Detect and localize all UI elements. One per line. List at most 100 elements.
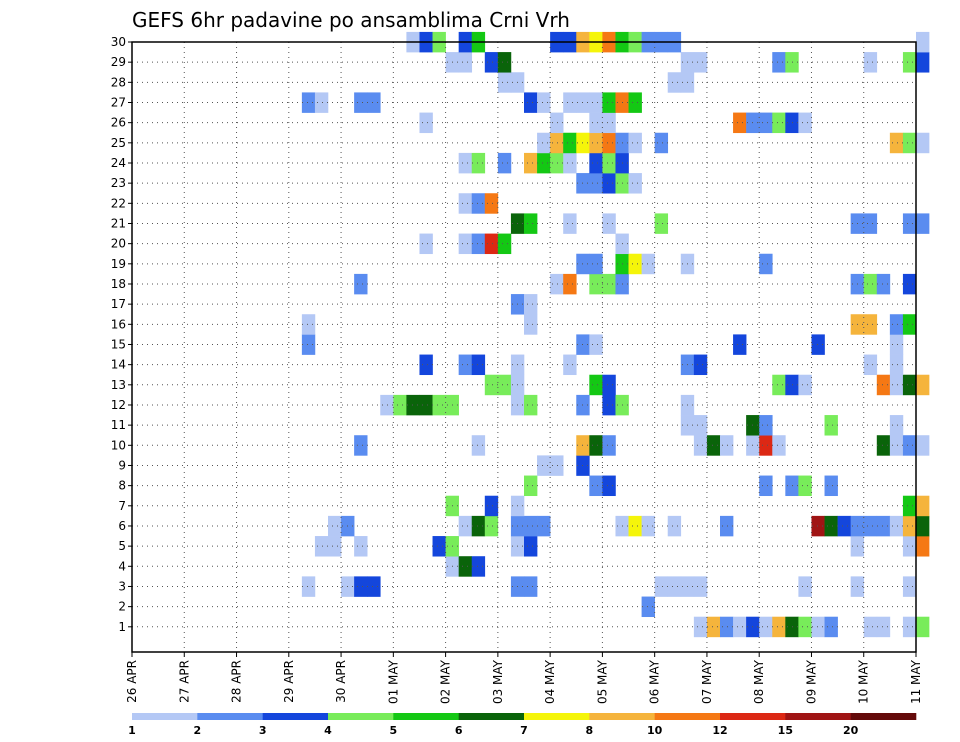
heatmap-cell [458,152,473,174]
heatmap-cell [916,132,930,154]
chart-title: GEFS 6hr padavine po ansamblima Crni Vrh [132,8,570,32]
heatmap-cell [641,515,655,537]
heatmap-cell [458,52,473,73]
legend-swatch [458,713,525,720]
x-tick-label: 08 MAY [752,659,766,704]
x-tick-label: 03 MAY [491,659,505,704]
heatmap-cell [863,273,878,295]
heatmap-cell [889,435,904,456]
heatmap-cell [537,92,551,113]
heatmap-cell [602,475,616,497]
heatmap-cell [484,515,499,537]
heatmap-cell [602,112,616,134]
heatmap-cell [602,132,616,154]
heatmap-cell [432,536,446,557]
heatmap-cell [563,92,577,113]
legend-swatch [785,713,851,720]
y-tick-label: 10 [111,438,126,452]
heatmap-cell [628,253,642,275]
heatmap-cell [602,173,616,194]
heatmap-cell [314,92,329,113]
heatmap-cell [628,92,642,113]
heatmap-cell [497,374,512,396]
heatmap-cell [524,314,538,335]
y-tick-label: 17 [111,297,126,311]
x-axis: 26 APR 27 APR 28 APR 29 APR 30 APR 01 MAY 02 M… [125,652,923,704]
heatmap-cell [354,92,368,113]
heatmap-cell [798,475,812,497]
x-tick-label: 10 MAY [857,659,871,704]
heatmap-cell [419,354,433,376]
y-tick-label: 30 [111,35,126,49]
heatmap-cell [798,616,812,638]
heatmap-cell [484,233,499,255]
x-tick-label: 07 MAY [700,659,714,704]
heatmap-cell [354,273,368,295]
heatmap-cell [693,576,708,597]
heatmap-cell [863,314,878,335]
heatmap-cell [602,394,616,416]
y-tick-label: 15 [111,337,126,351]
y-tick-label: 12 [111,398,126,412]
heatmap-cell [589,253,603,275]
y-axis: 1234567891011121314151617181920212223242… [111,35,132,634]
heatmap-cell [706,435,721,456]
heatmap-cell [772,374,786,396]
heatmap-cell [811,616,825,638]
legend-label: 7 [520,724,528,737]
heatmap-cell [301,576,316,597]
heatmap-cell [589,132,603,154]
heatmap-cell [602,435,616,456]
heatmap-cell [589,273,603,295]
heatmap-cell [406,394,420,416]
legend-swatch [720,713,786,720]
x-tick-label: 09 MAY [804,659,818,704]
heatmap-cell [759,475,773,497]
heatmap-cell [902,374,917,396]
y-tick-label: 14 [111,358,126,372]
legend-label: 3 [259,724,267,737]
heatmap-cell [537,455,551,476]
heatmap-cell [497,52,512,73]
heatmap-cell [641,596,655,618]
heatmap-cell [759,112,773,134]
heatmap-cell [798,576,812,597]
heatmap-cell [550,112,564,134]
heatmap-cell [524,294,538,315]
legend-label: 8 [586,724,594,737]
y-tick-label: 8 [118,479,126,493]
heatmap-cell [667,72,682,93]
heatmap-cell [301,314,316,335]
heatmap-cell [824,616,838,638]
heatmap-cell [876,374,891,396]
heatmap-cell [889,354,904,376]
heatmap-cell [484,374,499,396]
heatmap-cell [863,52,878,73]
y-tick-label: 3 [118,579,126,593]
heatmap-cell [471,515,486,537]
heatmap-cell [863,616,878,638]
legend-label: 10 [647,724,663,737]
heatmap-cell [354,536,368,557]
legend-swatch [850,713,917,720]
heatmap-cell [484,193,499,214]
heatmap-cell [902,213,917,234]
legend-swatch [328,713,394,720]
heatmap-cell [772,435,786,456]
heatmap-cell [471,193,486,214]
y-tick-label: 28 [111,75,126,89]
heatmap-cell [693,354,708,376]
heatmap-cell [589,475,603,497]
heatmap-cell [328,515,342,537]
heatmap-cell [432,394,446,416]
heatmap-cell [902,495,917,517]
heatmap-cell [524,394,538,416]
heatmap-cell [484,52,499,73]
y-tick-label: 25 [111,136,126,150]
legend-label: 12 [712,724,727,737]
x-tick-label: 02 MAY [439,659,453,704]
y-tick-label: 13 [111,378,126,392]
y-tick-label: 7 [118,499,126,513]
heatmap-cell [458,233,473,255]
heatmap-cell [419,112,433,134]
